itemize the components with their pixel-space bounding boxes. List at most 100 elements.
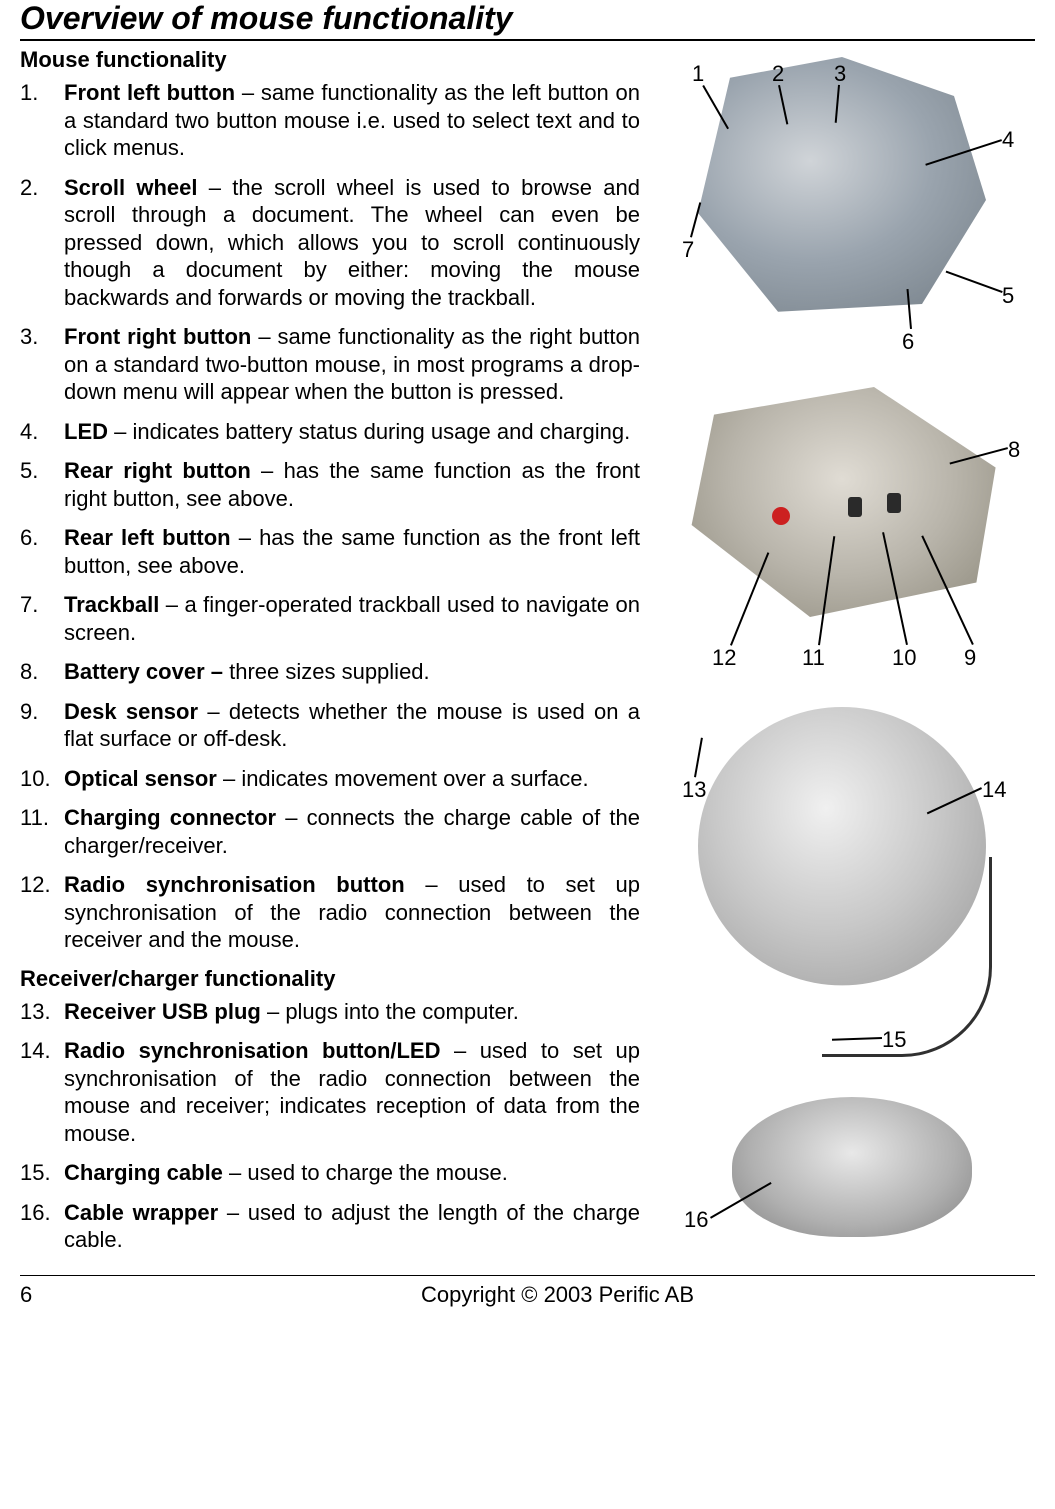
list-item: 5.Rear right button – has the same funct… (20, 457, 640, 512)
item-number: 5. (20, 457, 64, 512)
item-term: LED (64, 419, 108, 444)
item-number: 6. (20, 524, 64, 579)
item-body: Scroll wheel – the scroll wheel is used … (64, 174, 640, 312)
item-body: Front left button – same functionality a… (64, 79, 640, 162)
item-body: Cable wrapper – used to adjust the lengt… (64, 1199, 640, 1254)
item-body: Rear right button – has the same functio… (64, 457, 640, 512)
callout-line (690, 202, 701, 237)
sync-button-dot (772, 507, 790, 525)
callout-line (694, 738, 702, 778)
item-body: Optical sensor – indicates movement over… (64, 765, 640, 793)
item-number: 8. (20, 658, 64, 686)
item-term: Front left button (64, 80, 235, 105)
callout-6: 6 (902, 329, 914, 355)
item-number: 11. (20, 804, 64, 859)
mouse-bottom-image (682, 387, 1002, 617)
callout-9: 9 (964, 645, 976, 671)
item-description: used to charge the mouse. (247, 1160, 508, 1185)
receiver-item-list: 13.Receiver USB plug – plugs into the co… (20, 998, 640, 1254)
optical-sensor-slot (887, 493, 901, 513)
item-term: Rear right button (64, 458, 251, 483)
item-term: Radio synchronisation button/LED (64, 1038, 441, 1063)
page-footer: 6 Copyright © 2003 Perific AB (20, 1275, 1035, 1308)
callout-2: 2 (772, 61, 784, 87)
cable-wrapper-image (732, 1097, 972, 1237)
item-number: 1. (20, 79, 64, 162)
callout-3: 3 (834, 61, 846, 87)
item-body: Radio synchronisation button/LED – used … (64, 1037, 640, 1147)
item-body: Desk sensor – detects whether the mouse … (64, 698, 640, 753)
callout-12: 12 (712, 645, 736, 671)
item-body: Front right button – same functionality … (64, 323, 640, 406)
footer-copyright: Copyright © 2003 Perific AB (80, 1282, 1035, 1308)
callout-1: 1 (692, 61, 704, 87)
item-number: 10. (20, 765, 64, 793)
list-item: 15.Charging cable – used to charge the m… (20, 1159, 640, 1187)
list-item: 10.Optical sensor – indicates movement o… (20, 765, 640, 793)
callout-14: 14 (982, 777, 1006, 803)
list-item: 8.Battery cover – three sizes supplied. (20, 658, 640, 686)
item-body: Receiver USB plug – plugs into the compu… (64, 998, 640, 1026)
callout-11: 11 (802, 645, 825, 671)
list-item: 4.LED – indicates battery status during … (20, 418, 640, 446)
callout-13: 13 (682, 777, 706, 803)
image-column: 1 2 3 4 5 6 7 8 12 11 (652, 47, 1032, 1267)
list-item: 11.Charging connector – connects the cha… (20, 804, 640, 859)
item-body: Trackball – a finger-operated trackball … (64, 591, 640, 646)
text-column: Mouse functionality 1.Front left button … (20, 47, 640, 1267)
footer-page-number: 6 (20, 1282, 80, 1308)
callout-5: 5 (1002, 283, 1014, 309)
item-body: Rear left button – has the same function… (64, 524, 640, 579)
mouse-item-list: 1.Front left button – same functionality… (20, 79, 640, 954)
item-number: 14. (20, 1037, 64, 1147)
mouse-section-heading: Mouse functionality (20, 47, 640, 73)
item-term: Scroll wheel (64, 175, 198, 200)
content-wrapper: Mouse functionality 1.Front left button … (20, 47, 1035, 1267)
item-number: 3. (20, 323, 64, 406)
list-item: 7.Trackball – a finger-operated trackbal… (20, 591, 640, 646)
item-number: 7. (20, 591, 64, 646)
charging-connector-slot (848, 497, 862, 517)
list-item: 13.Receiver USB plug – plugs into the co… (20, 998, 640, 1026)
item-description: three sizes supplied. (229, 659, 430, 684)
item-term: Charging cable (64, 1160, 223, 1185)
item-term: Receiver USB plug (64, 999, 261, 1024)
callout-16: 16 (684, 1207, 708, 1233)
charging-cable (822, 857, 992, 1057)
mouse-top-image (682, 57, 1002, 317)
item-description: plugs into the computer. (285, 999, 519, 1024)
list-item: 9.Desk sensor – detects whether the mous… (20, 698, 640, 753)
item-term: Charging connector (64, 805, 276, 830)
callout-8: 8 (1008, 437, 1020, 463)
item-body: Charging cable – used to charge the mous… (64, 1159, 640, 1187)
item-number: 16. (20, 1199, 64, 1254)
item-term: Radio synchronisation button (64, 872, 405, 897)
figure-cable-wrapper: 16 (652, 1097, 1032, 1267)
list-item: 16.Cable wrapper – used to adjust the le… (20, 1199, 640, 1254)
callout-10: 10 (892, 645, 916, 671)
receiver-section-heading: Receiver/charger functionality (20, 966, 640, 992)
figure-mouse-top: 1 2 3 4 5 6 7 (652, 57, 1032, 357)
item-body: Battery cover – three sizes supplied. (64, 658, 640, 686)
item-number: 12. (20, 871, 64, 954)
item-description: indicates movement over a surface. (241, 766, 588, 791)
list-item: 2.Scroll wheel – the scroll wheel is use… (20, 174, 640, 312)
page-title: Overview of mouse functionality (20, 0, 1035, 41)
item-term: Rear left button (64, 525, 231, 550)
item-number: 13. (20, 998, 64, 1026)
list-item: 1.Front left button – same functionality… (20, 79, 640, 162)
item-term: Trackball (64, 592, 159, 617)
callout-4: 4 (1002, 127, 1014, 153)
item-number: 15. (20, 1159, 64, 1187)
item-body: Radio synchronisation button – used to s… (64, 871, 640, 954)
item-term: Battery cover – (64, 659, 229, 684)
list-item: 6.Rear left button – has the same functi… (20, 524, 640, 579)
item-term: Desk sensor (64, 699, 198, 724)
figure-receiver: 13 14 15 (652, 707, 1032, 1067)
item-number: 4. (20, 418, 64, 446)
callout-7: 7 (682, 237, 694, 263)
item-body: Charging connector – connects the charge… (64, 804, 640, 859)
callout-15: 15 (882, 1027, 906, 1053)
callout-line (946, 271, 1003, 293)
item-term: Cable wrapper (64, 1200, 218, 1225)
